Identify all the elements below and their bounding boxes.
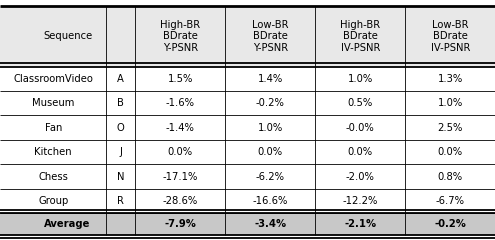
Text: -0.0%: -0.0% xyxy=(346,123,375,133)
Text: High-BR
BDrate
IV-PSNR: High-BR BDrate IV-PSNR xyxy=(340,20,381,53)
Text: 0.0%: 0.0% xyxy=(168,147,193,157)
Text: Fan: Fan xyxy=(45,123,62,133)
Text: 0.0%: 0.0% xyxy=(258,147,283,157)
Text: Museum: Museum xyxy=(32,98,74,108)
Bar xyxy=(0,6,495,67)
Text: -0.2%: -0.2% xyxy=(434,219,466,229)
Text: 1.4%: 1.4% xyxy=(257,74,283,84)
Bar xyxy=(0,67,495,91)
Text: 0.5%: 0.5% xyxy=(347,98,373,108)
Text: -16.6%: -16.6% xyxy=(252,196,288,206)
Text: -2.1%: -2.1% xyxy=(345,219,376,229)
Text: 1.3%: 1.3% xyxy=(438,74,463,84)
Bar xyxy=(0,115,495,140)
Text: 2.5%: 2.5% xyxy=(438,123,463,133)
Text: High-BR
BDrate
Y-PSNR: High-BR BDrate Y-PSNR xyxy=(160,20,200,53)
Bar xyxy=(0,213,495,235)
Text: 0.8%: 0.8% xyxy=(438,172,463,182)
Text: R: R xyxy=(117,196,124,206)
Text: Chess: Chess xyxy=(38,172,68,182)
Text: B: B xyxy=(117,98,124,108)
Bar xyxy=(0,140,495,164)
Text: 1.0%: 1.0% xyxy=(257,123,283,133)
Text: Low-BR
BDrate
Y-PSNR: Low-BR BDrate Y-PSNR xyxy=(252,20,289,53)
Text: 1.0%: 1.0% xyxy=(438,98,463,108)
Text: -2.0%: -2.0% xyxy=(346,172,375,182)
Bar xyxy=(0,164,495,189)
Text: -3.4%: -3.4% xyxy=(254,219,286,229)
Text: -28.6%: -28.6% xyxy=(162,196,198,206)
Text: Low-BR
BDrate
IV-PSNR: Low-BR BDrate IV-PSNR xyxy=(431,20,470,53)
Text: O: O xyxy=(117,123,125,133)
Text: -17.1%: -17.1% xyxy=(162,172,198,182)
Text: A: A xyxy=(117,74,124,84)
Text: -1.6%: -1.6% xyxy=(166,98,195,108)
Text: ClassroomVideo: ClassroomVideo xyxy=(13,74,93,84)
Bar xyxy=(0,189,495,213)
Text: -1.4%: -1.4% xyxy=(166,123,195,133)
Text: Group: Group xyxy=(38,196,68,206)
Text: Sequence: Sequence xyxy=(43,31,92,41)
Bar xyxy=(0,91,495,115)
Text: J: J xyxy=(119,147,122,157)
Text: 0.0%: 0.0% xyxy=(348,147,373,157)
Text: -6.7%: -6.7% xyxy=(436,196,465,206)
Text: 1.5%: 1.5% xyxy=(167,74,193,84)
Text: Average: Average xyxy=(45,219,91,229)
Text: N: N xyxy=(117,172,125,182)
Text: 0.0%: 0.0% xyxy=(438,147,463,157)
Text: -7.9%: -7.9% xyxy=(164,219,196,229)
Text: -0.2%: -0.2% xyxy=(256,98,285,108)
Text: -6.2%: -6.2% xyxy=(256,172,285,182)
Text: Kitchen: Kitchen xyxy=(34,147,72,157)
Text: -12.2%: -12.2% xyxy=(343,196,378,206)
Text: 1.0%: 1.0% xyxy=(347,74,373,84)
